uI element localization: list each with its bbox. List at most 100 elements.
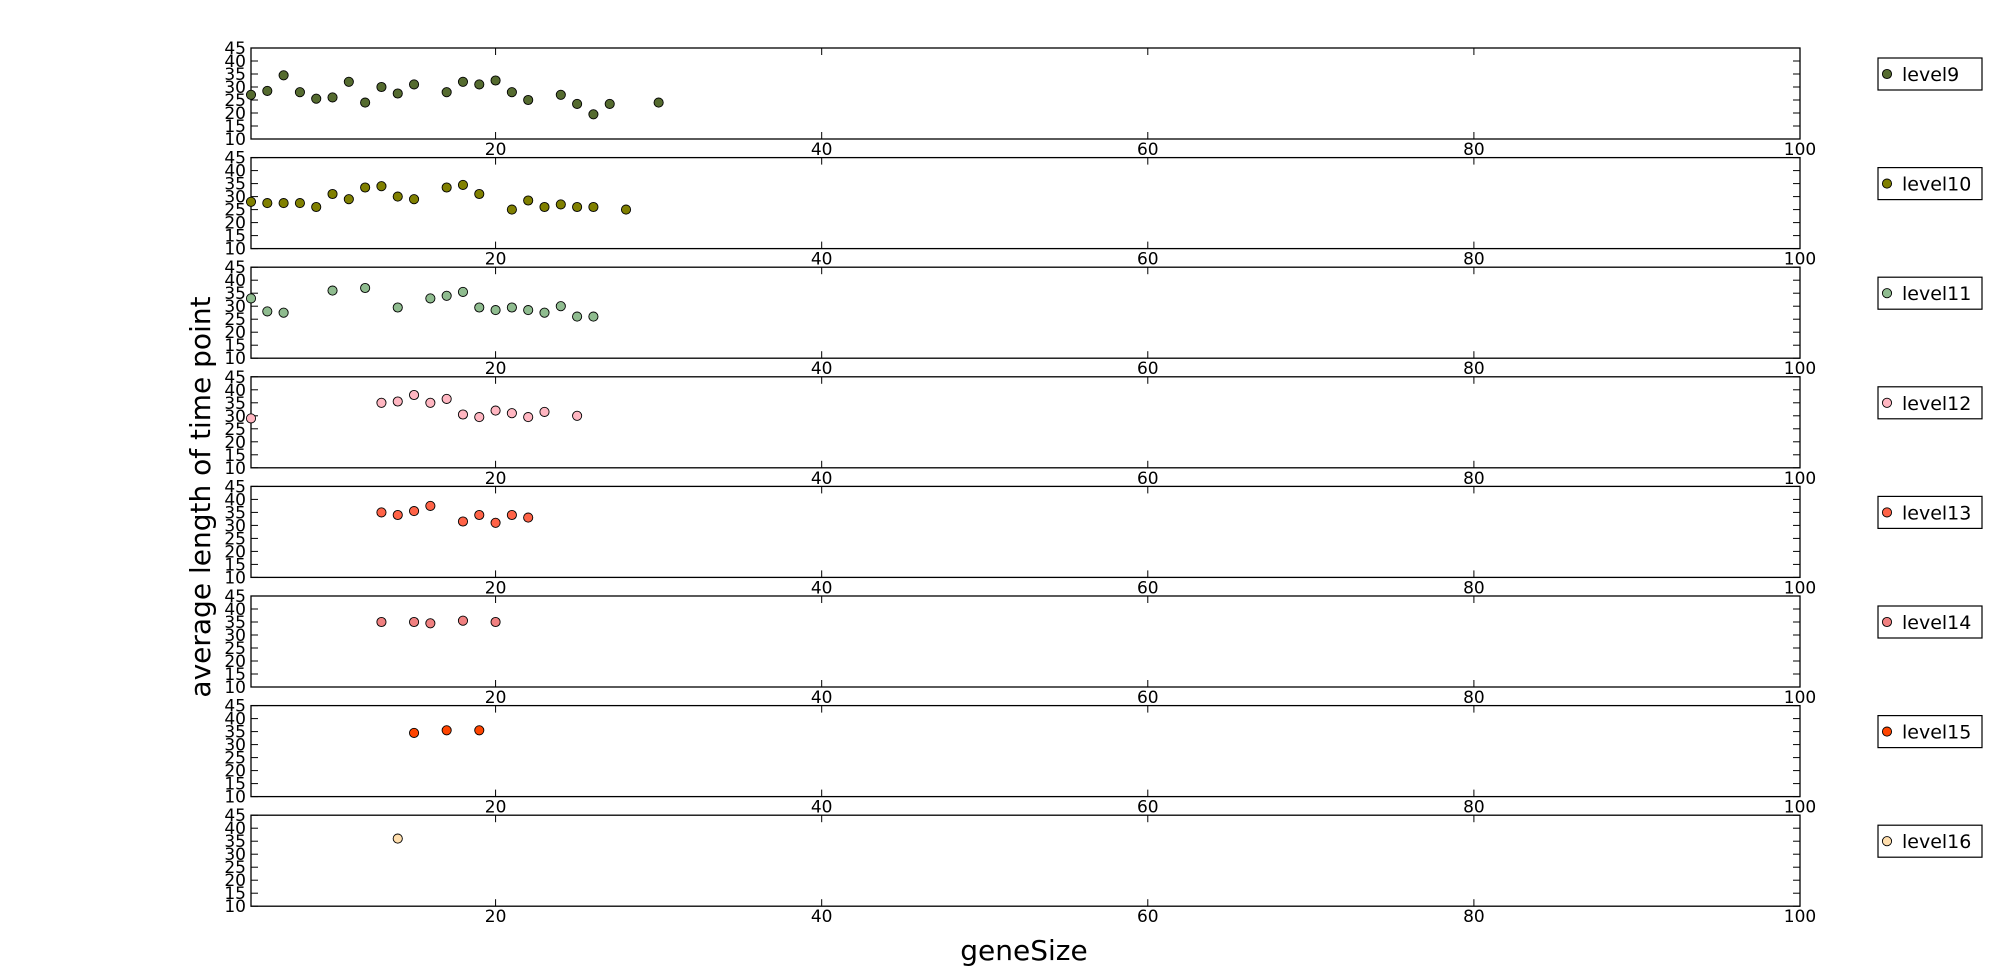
legend-marker: [1881, 68, 1893, 80]
data-point-level9: [490, 75, 501, 86]
data-point-level9: [327, 92, 338, 103]
data-point-level9: [343, 76, 354, 87]
data-point-level11: [506, 302, 517, 313]
y-tick-label: 25: [224, 310, 246, 330]
data-point-level12: [490, 405, 501, 416]
y-tick-label: 25: [224, 91, 246, 111]
x-tick-label: 100: [1784, 359, 1816, 379]
y-tick-label: 15: [224, 117, 246, 137]
data-point-level9: [457, 76, 469, 87]
y-tick-label: 25: [224, 858, 246, 878]
y-tick-label: 40: [224, 381, 246, 401]
y-tick-label: 30: [224, 188, 246, 208]
x-tick-label: 100: [1784, 140, 1816, 160]
data-point-level12: [474, 412, 485, 423]
panel-frame: [250, 485, 1801, 579]
data-point-level10: [360, 182, 371, 193]
y-tick-label: 45: [224, 368, 246, 388]
data-point-level9: [360, 97, 371, 108]
x-tick-label: 100: [1784, 688, 1816, 708]
y-tick-label: 35: [224, 284, 246, 304]
data-point-level9: [588, 109, 599, 120]
y-tick-label: 20: [224, 323, 246, 343]
data-point-level11: [392, 302, 403, 313]
data-point-level10: [620, 204, 632, 215]
data-point-level16: [392, 833, 403, 844]
data-point-level11: [490, 305, 501, 316]
data-point-level11: [262, 306, 273, 317]
legend-level13: level13: [1877, 495, 1983, 529]
y-tick-label: 20: [224, 762, 246, 782]
data-point-level11: [457, 286, 469, 297]
y-tick-label: 10: [224, 349, 246, 369]
legend-label: level13: [1902, 502, 1971, 524]
data-point-level10: [506, 204, 517, 215]
data-point-level11: [360, 282, 371, 294]
y-tick-label: 40: [224, 600, 246, 620]
y-tick-label: 20: [224, 542, 246, 562]
y-tick-label: 40: [224, 52, 246, 72]
panel-frame: [250, 156, 1801, 250]
y-tick-label: 40: [224, 490, 246, 510]
x-tick-label: 60: [1137, 359, 1159, 379]
data-point-level12: [376, 397, 387, 408]
legend-level11: level11: [1877, 276, 1983, 310]
y-tick-label: 15: [224, 665, 246, 685]
x-tick-label: 20: [485, 578, 507, 598]
data-point-level11: [441, 290, 452, 301]
x-tick-label: 80: [1463, 798, 1485, 818]
data-point-level11: [327, 285, 338, 296]
legend-marker: [1881, 178, 1893, 189]
y-tick-label: 40: [224, 819, 246, 839]
y-tick-label: 20: [224, 433, 246, 453]
data-point-level11: [425, 293, 436, 304]
y-tick-label: 10: [224, 897, 246, 917]
data-point-level12: [441, 393, 452, 404]
data-point-level10: [245, 196, 257, 207]
y-tick-label: 30: [224, 407, 246, 427]
data-point-level12: [245, 413, 257, 424]
data-point-level11: [539, 307, 550, 318]
y-tick-label: 10: [224, 568, 246, 588]
data-point-level14: [490, 616, 501, 628]
data-point-level9: [376, 81, 387, 93]
data-point-level14: [457, 615, 469, 626]
y-axis-title: average length of time point: [184, 296, 217, 697]
data-point-level10: [311, 201, 322, 213]
x-tick-label: 80: [1463, 907, 1485, 927]
y-tick-label: 30: [224, 516, 246, 536]
y-tick-label: 20: [224, 214, 246, 234]
data-point-level9: [294, 87, 305, 98]
data-point-level15: [474, 725, 485, 736]
data-point-level10: [278, 198, 289, 209]
legend-level14: level14: [1877, 605, 1983, 639]
data-point-level11: [572, 311, 583, 322]
data-point-level15: [441, 725, 452, 736]
data-point-level11: [474, 302, 485, 313]
legend-level10: level10: [1877, 167, 1983, 201]
data-point-level9: [441, 87, 452, 98]
x-tick-label: 40: [811, 578, 833, 598]
y-tick-label: 35: [224, 723, 246, 743]
y-tick-label: 45: [224, 587, 246, 607]
legend-level15: level15: [1877, 714, 1983, 749]
data-point-level10: [294, 198, 305, 209]
data-point-level10: [376, 181, 387, 192]
data-point-level14: [409, 616, 420, 628]
data-point-level9: [262, 85, 273, 96]
x-tick-label: 20: [485, 140, 507, 160]
panel-frame: [250, 376, 1801, 469]
y-tick-label: 35: [224, 832, 246, 852]
data-point-level11: [523, 305, 534, 316]
y-tick-label: 25: [224, 420, 246, 440]
y-tick-label: 35: [224, 613, 246, 633]
y-tick-label: 20: [224, 104, 246, 124]
